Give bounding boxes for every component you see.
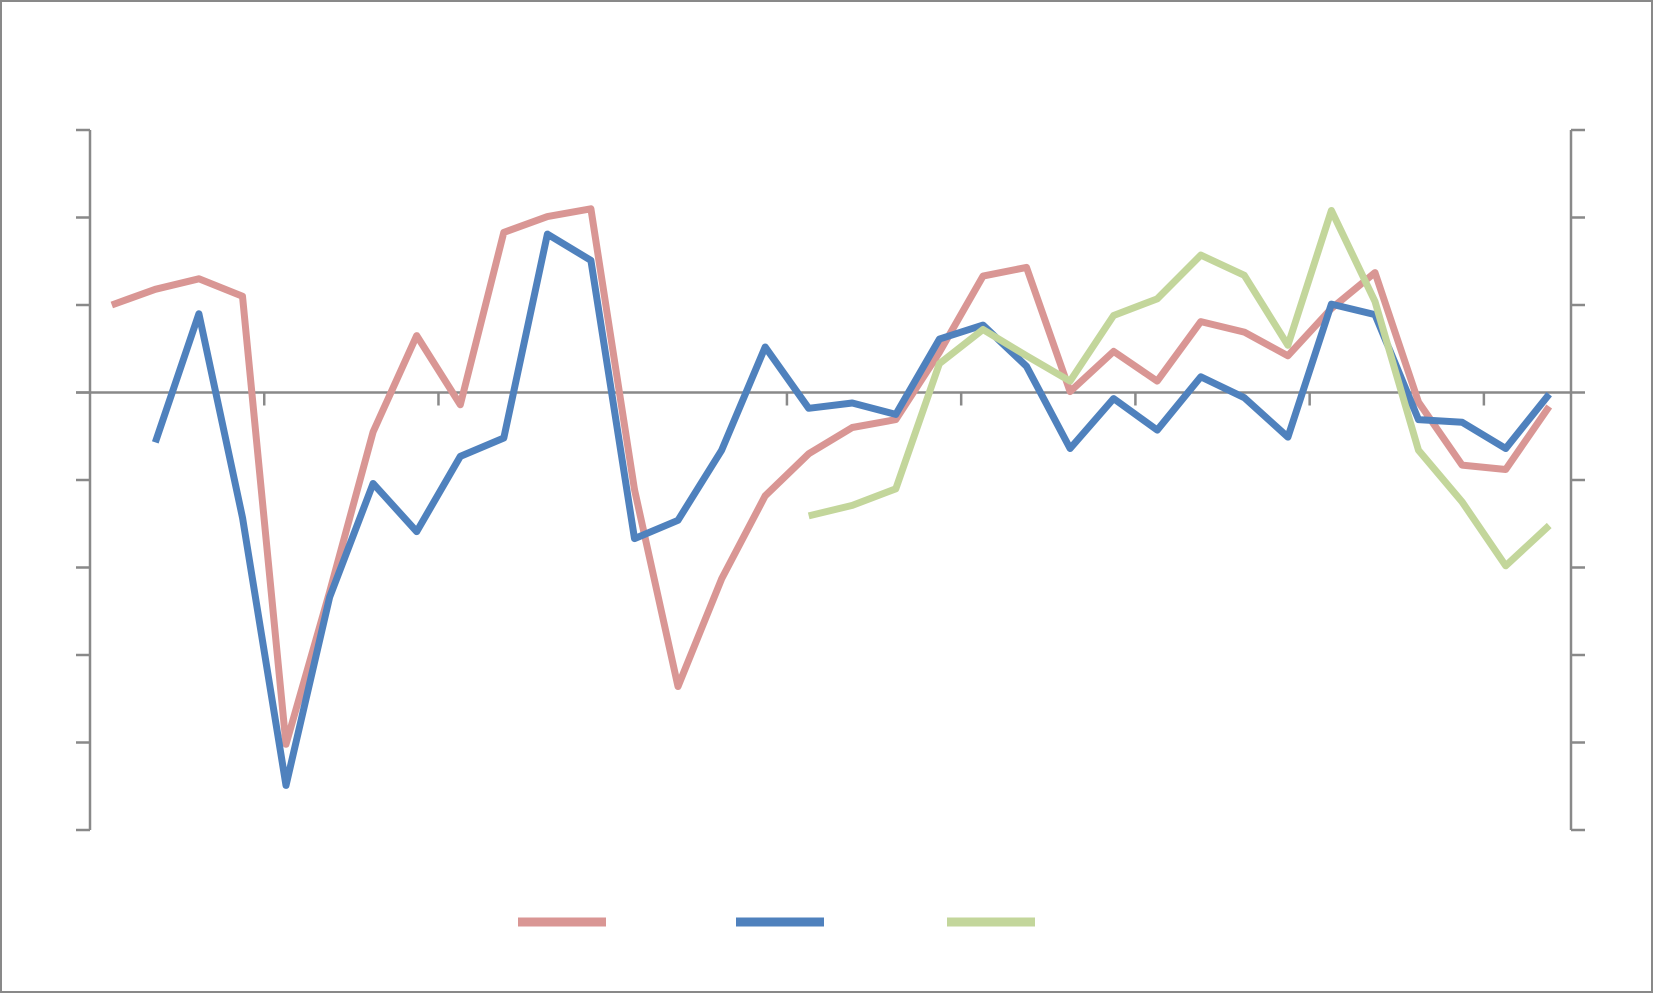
series-line <box>151 230 1552 789</box>
series-line <box>110 205 1553 748</box>
series-line <box>807 207 1552 570</box>
